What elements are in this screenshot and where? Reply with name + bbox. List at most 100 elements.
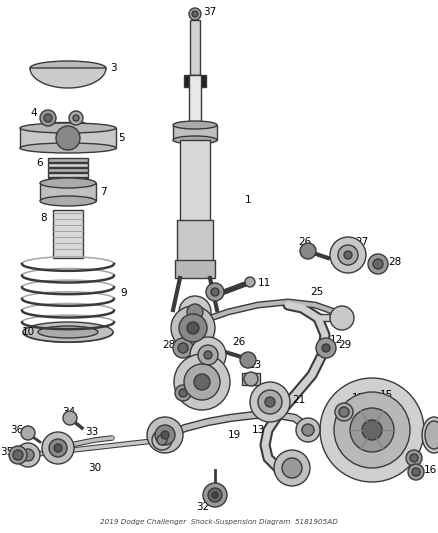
Circle shape bbox=[73, 115, 79, 121]
Polygon shape bbox=[30, 68, 106, 88]
Circle shape bbox=[244, 372, 258, 386]
Circle shape bbox=[40, 110, 56, 126]
Text: 33: 33 bbox=[85, 427, 98, 437]
Text: 35: 35 bbox=[0, 447, 13, 457]
Circle shape bbox=[316, 338, 336, 358]
Text: 12: 12 bbox=[330, 335, 343, 345]
Text: 32: 32 bbox=[196, 502, 209, 512]
Bar bbox=[48, 178, 88, 182]
Text: 8: 8 bbox=[40, 213, 46, 223]
Text: 26: 26 bbox=[232, 337, 245, 347]
Circle shape bbox=[330, 237, 366, 273]
Circle shape bbox=[189, 8, 201, 20]
Circle shape bbox=[147, 417, 183, 453]
Circle shape bbox=[208, 488, 222, 502]
Text: 27: 27 bbox=[202, 337, 215, 347]
Bar bbox=[48, 168, 88, 172]
Bar bbox=[180, 140, 210, 260]
Text: 19: 19 bbox=[228, 430, 241, 440]
Bar bbox=[177, 220, 213, 265]
Circle shape bbox=[187, 304, 203, 320]
Bar bbox=[48, 173, 88, 177]
Circle shape bbox=[240, 352, 256, 368]
Text: 27: 27 bbox=[355, 237, 368, 247]
Text: 2019 Dodge Challenger  Shock-Suspension Diagram  5181905AD: 2019 Dodge Challenger Shock-Suspension D… bbox=[100, 519, 338, 525]
Circle shape bbox=[350, 408, 394, 452]
Bar bbox=[184, 75, 206, 87]
Text: 21: 21 bbox=[292, 395, 305, 405]
Ellipse shape bbox=[422, 417, 438, 453]
Circle shape bbox=[265, 397, 275, 407]
Circle shape bbox=[179, 389, 187, 397]
Text: 17: 17 bbox=[352, 393, 365, 403]
Text: 15: 15 bbox=[380, 390, 393, 400]
Circle shape bbox=[152, 430, 172, 450]
Text: 6: 6 bbox=[36, 158, 42, 168]
Circle shape bbox=[56, 126, 80, 150]
Circle shape bbox=[204, 351, 212, 359]
Text: 28: 28 bbox=[162, 340, 175, 350]
Circle shape bbox=[245, 277, 255, 287]
Circle shape bbox=[187, 322, 199, 334]
Text: 1: 1 bbox=[245, 195, 251, 205]
Circle shape bbox=[175, 385, 191, 401]
Ellipse shape bbox=[30, 61, 106, 75]
Circle shape bbox=[334, 392, 410, 468]
Bar bbox=[175, 260, 215, 278]
Text: 34: 34 bbox=[62, 407, 75, 417]
Ellipse shape bbox=[38, 326, 98, 338]
Circle shape bbox=[155, 425, 175, 445]
Ellipse shape bbox=[425, 421, 438, 449]
Circle shape bbox=[184, 364, 220, 400]
Bar bbox=[40, 183, 96, 201]
Ellipse shape bbox=[40, 178, 96, 188]
Circle shape bbox=[300, 243, 316, 259]
Text: 10: 10 bbox=[22, 327, 35, 337]
Ellipse shape bbox=[173, 136, 217, 144]
Text: 5: 5 bbox=[118, 133, 125, 143]
Circle shape bbox=[339, 407, 349, 417]
Text: 37: 37 bbox=[203, 7, 216, 17]
Circle shape bbox=[410, 454, 418, 462]
Circle shape bbox=[338, 245, 358, 265]
Circle shape bbox=[212, 492, 218, 498]
Circle shape bbox=[320, 378, 424, 482]
Circle shape bbox=[258, 390, 282, 414]
Text: 36: 36 bbox=[10, 425, 23, 435]
Circle shape bbox=[157, 435, 167, 445]
Circle shape bbox=[13, 450, 23, 460]
Circle shape bbox=[179, 296, 211, 328]
Circle shape bbox=[282, 458, 302, 478]
Circle shape bbox=[69, 111, 83, 125]
Circle shape bbox=[368, 254, 388, 274]
Circle shape bbox=[203, 483, 227, 507]
Text: 11: 11 bbox=[258, 278, 271, 288]
Text: 13: 13 bbox=[252, 425, 265, 435]
Text: 22: 22 bbox=[175, 377, 188, 387]
Bar bbox=[52, 122, 84, 130]
Bar bbox=[48, 163, 88, 167]
Circle shape bbox=[206, 283, 224, 301]
Circle shape bbox=[330, 306, 354, 330]
Circle shape bbox=[21, 426, 35, 440]
Circle shape bbox=[190, 337, 226, 373]
Bar bbox=[48, 158, 88, 162]
Circle shape bbox=[408, 464, 424, 480]
Circle shape bbox=[373, 259, 383, 269]
Circle shape bbox=[9, 446, 27, 464]
Text: 24: 24 bbox=[183, 337, 196, 347]
Circle shape bbox=[171, 306, 215, 350]
Ellipse shape bbox=[173, 121, 217, 129]
Text: 23: 23 bbox=[248, 360, 261, 370]
Bar bbox=[20, 128, 116, 148]
Bar bbox=[173, 125, 217, 140]
Ellipse shape bbox=[40, 196, 96, 206]
Circle shape bbox=[179, 314, 207, 342]
Circle shape bbox=[362, 420, 382, 440]
Text: 26: 26 bbox=[298, 237, 311, 247]
Circle shape bbox=[335, 403, 353, 421]
Circle shape bbox=[274, 450, 310, 486]
Text: 3: 3 bbox=[110, 63, 117, 73]
Circle shape bbox=[250, 382, 290, 422]
Bar bbox=[190, 20, 200, 75]
